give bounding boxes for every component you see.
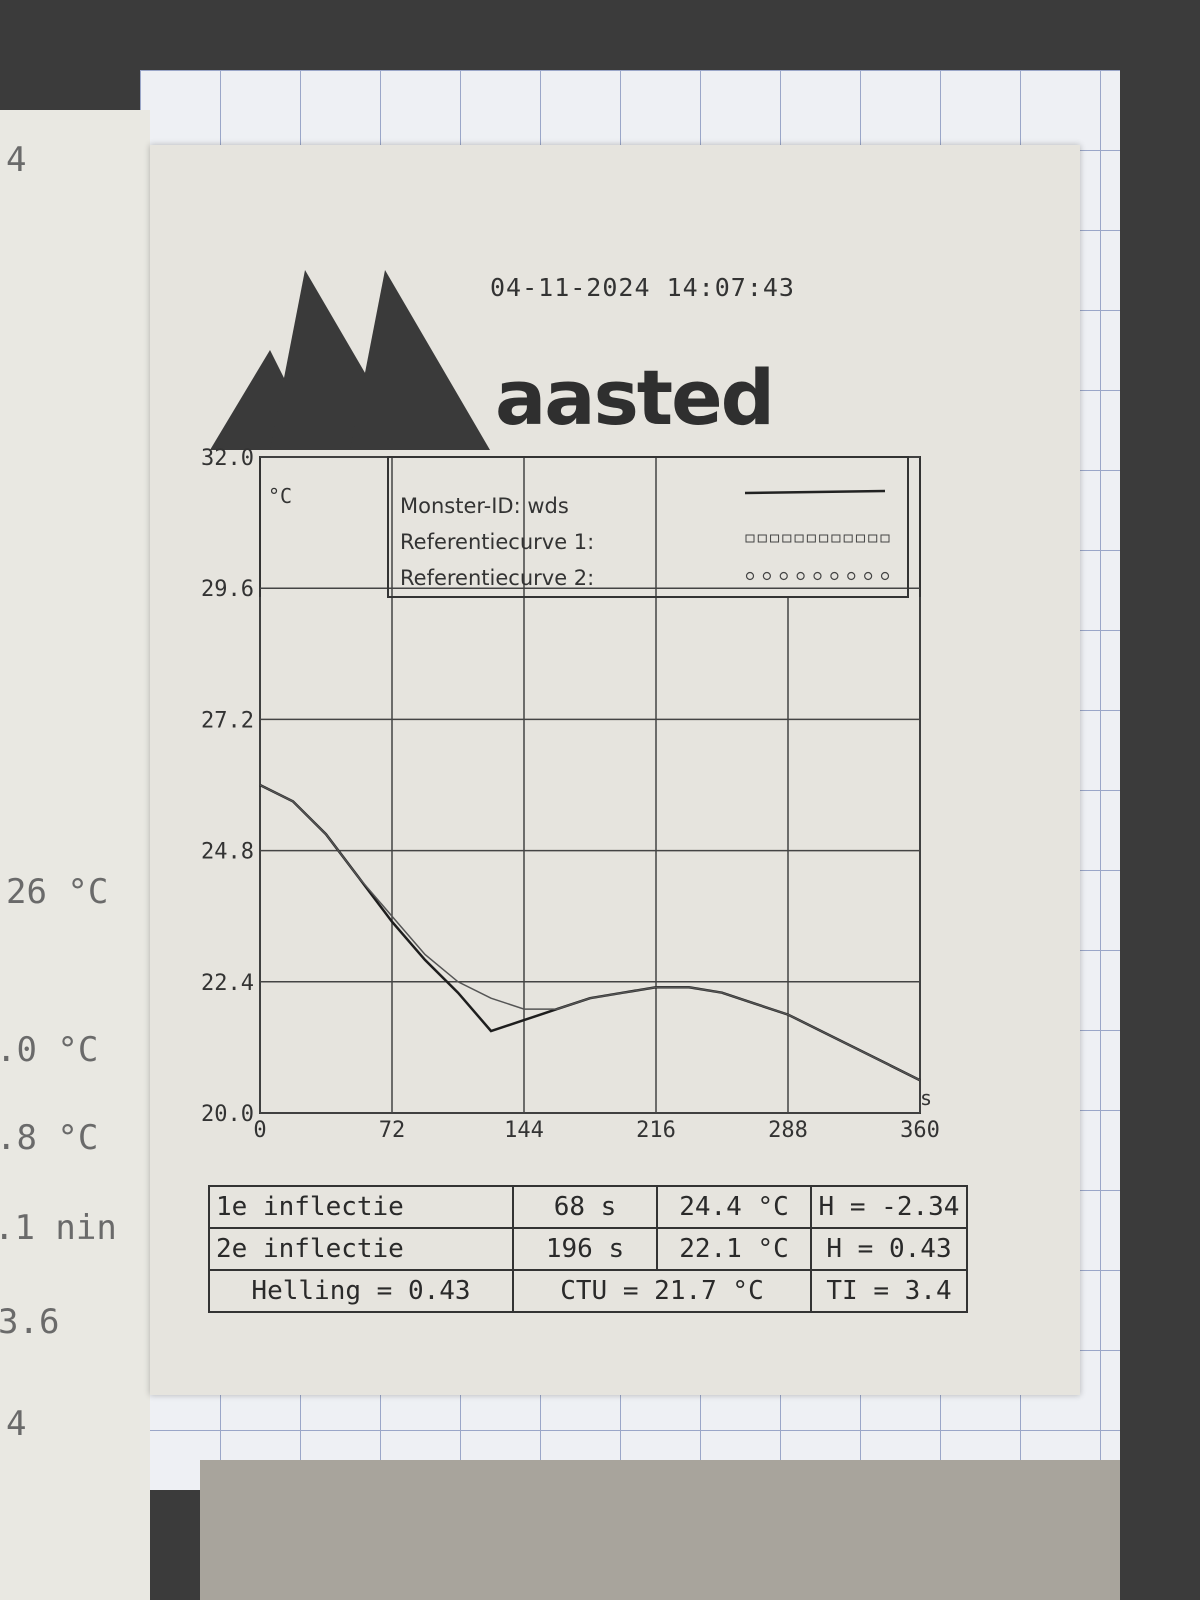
legend-swatch-circle: [880, 571, 890, 581]
left-paper-backdrop: [0, 110, 150, 1600]
brand-name: aasted: [495, 353, 775, 442]
legend-swatch-square: [757, 534, 767, 543]
stat-temp: 24.4 °C: [656, 1185, 812, 1229]
print-timestamp: 04-11-2024 14:07:43: [490, 273, 795, 302]
stat-h: H = -2.34: [810, 1185, 968, 1229]
y-unit-label: °C: [268, 484, 292, 508]
chart-grid: [259, 456, 921, 1114]
table-row: 1e inflectie 68 s 24.4 °C H = -2.34: [208, 1185, 968, 1229]
background-note: .0 °C: [0, 1030, 99, 1070]
x-tick-label: 216: [636, 1118, 676, 1143]
legend-swatch-square: [782, 534, 792, 543]
table-row: Helling = 0.43 CTU = 21.7 °C TI = 3.4: [208, 1269, 968, 1313]
legend-swatch-square: [831, 534, 841, 543]
x-tick-label: 72: [379, 1118, 406, 1143]
stat-time: 196 s: [512, 1227, 658, 1271]
legend-swatch-circle: [779, 571, 788, 581]
y-tick-label: 24.8: [201, 840, 254, 865]
legend-swatch-square: [843, 534, 853, 543]
legend-swatch-square: [819, 534, 829, 543]
legend-swatch-circle: [745, 571, 755, 581]
series-line: [259, 783, 921, 1082]
receipt: aasted 04-11-2024 14:07:43 °C Monster-ID…: [150, 145, 1080, 1395]
legend-swatch-circle: [813, 571, 822, 581]
y-tick-label: 32.0: [201, 446, 254, 471]
series-line: [259, 784, 921, 1081]
legend-swatch-solid: [744, 489, 886, 495]
legend: Monster-ID: wds Referentiecurve 1: Referen…: [400, 489, 890, 590]
legend-swatch-square: [770, 534, 780, 543]
stat-temp: 22.1 °C: [656, 1227, 812, 1271]
legend-box: [387, 456, 909, 598]
stat-helling: Helling = 0.43: [208, 1269, 514, 1313]
bottom-paper-strip: [200, 1460, 1120, 1600]
background-note: 3.6: [0, 1302, 60, 1342]
temper-curve-chart: °C Monster-ID: wds Referentiecurve 1: Refe…: [201, 446, 940, 1143]
background-note: 4: [6, 1404, 27, 1444]
background-note: 4: [6, 140, 27, 180]
legend-swatch-circle: [847, 571, 856, 581]
stat-time: 68 s: [512, 1185, 658, 1229]
background-note: .8 °C: [0, 1118, 99, 1158]
legend-swatch-square: [855, 534, 865, 543]
legend-label: Referentiecurve 1:: [400, 530, 594, 554]
legend-swatch-circle: [830, 571, 839, 581]
y-tick-label: 22.4: [201, 971, 254, 996]
background-note: .1 nin: [0, 1208, 117, 1248]
legend-swatch-square: [745, 534, 755, 543]
legend-swatch-circle: [864, 571, 873, 581]
x-tick-label: 144: [504, 1118, 544, 1143]
x-unit-label: s: [920, 1086, 932, 1110]
y-tick-label: 29.6: [201, 577, 254, 602]
legend-swatch-square: [868, 534, 878, 543]
legend-label: Referentiecurve 2:: [400, 566, 594, 590]
y-tick-label: 27.2: [201, 708, 254, 733]
legend-swatch-square: [794, 534, 804, 543]
legend-label: Monster-ID: wds: [400, 494, 569, 518]
legend-swatch-circle: [762, 571, 771, 581]
series-layer: [259, 783, 921, 1082]
stat-ctu: CTU = 21.7 °C: [512, 1269, 812, 1313]
y-tick-label: 20.0: [201, 1102, 254, 1127]
background-note: 26 °C: [6, 872, 109, 912]
stat-ti: TI = 3.4: [810, 1269, 968, 1313]
x-tick-label: 360: [900, 1118, 940, 1143]
x-tick-label: 0: [253, 1118, 266, 1143]
legend-swatch-square: [880, 534, 890, 543]
legend-swatch-square: [806, 534, 816, 543]
stat-label: 2e inflectie: [208, 1227, 514, 1271]
x-tick-label: 288: [768, 1118, 808, 1143]
inflection-stats-table: 1e inflectie 68 s 24.4 °C H = -2.34 2e i…: [208, 1185, 968, 1313]
stat-label: 1e inflectie: [208, 1185, 514, 1229]
plot-frame: [259, 456, 921, 1114]
table-row: 2e inflectie 196 s 22.1 °C H = 0.43: [208, 1227, 968, 1271]
axis-ticks: 32.0 29.6 27.2 24.8 22.4 20.00 72 144 216 288 360: [201, 446, 940, 1143]
stat-h: H = 0.43: [810, 1227, 968, 1271]
aasted-logo-icon: [210, 270, 490, 450]
legend-swatch-circle: [796, 571, 805, 581]
